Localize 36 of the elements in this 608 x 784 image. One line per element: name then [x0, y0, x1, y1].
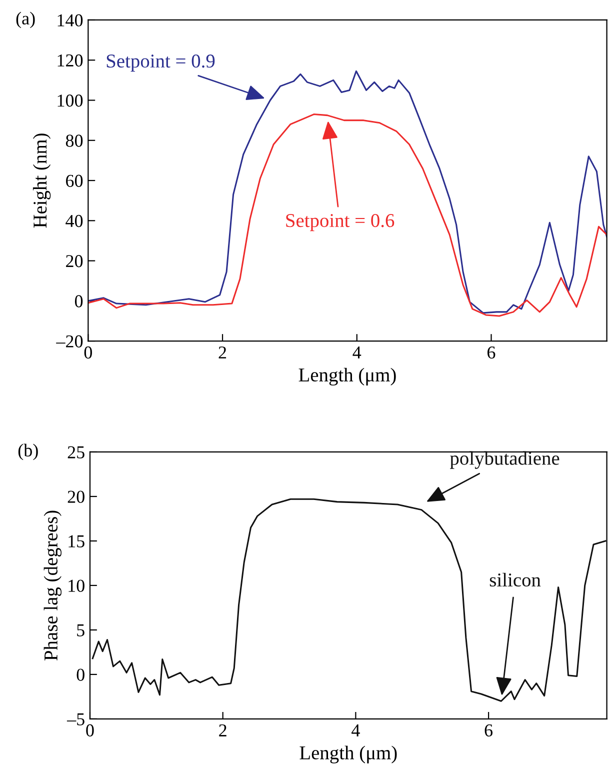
- chart-title: (a): [16, 12, 35, 28]
- y-tick-label: 5: [77, 624, 84, 636]
- x-tick-label: 4: [352, 724, 360, 736]
- y-tick-label: 40: [66, 214, 83, 228]
- y-tick-label: 120: [58, 54, 83, 67]
- y-axis-title: Height (nm): [32, 134, 51, 228]
- x-tick-label: 4: [352, 346, 362, 358]
- y-tick-label: 20: [66, 255, 83, 268]
- line-series: [88, 70, 607, 314]
- line-series: [92, 498, 606, 702]
- y-tick-label: 25: [68, 446, 84, 458]
- x-tick-label: 6: [488, 346, 496, 359]
- annotation: silicon: [490, 572, 541, 587]
- y-tick-label: 80: [66, 134, 83, 147]
- y-tick-label: 0: [76, 668, 84, 681]
- line-series: [88, 114, 607, 317]
- y-tick-label: –5: [66, 713, 84, 726]
- x-axis-title: Length (μm): [298, 368, 396, 386]
- annotation: Setpoint = 0.9: [106, 54, 215, 72]
- y-tick-label: –20: [56, 335, 83, 348]
- y-tick-label: 15: [68, 535, 84, 548]
- y-tick-label: 140: [58, 14, 83, 26]
- x-axis-title: Length (μm): [300, 746, 397, 764]
- annotation: polybutadiene: [450, 451, 560, 469]
- x-tick-label: 2: [218, 346, 226, 358]
- y-tick-label: 10: [68, 580, 84, 592]
- chart-title: (b): [18, 444, 38, 460]
- x-tick-label: 6: [484, 724, 493, 736]
- y-tick-label: 60: [66, 174, 83, 187]
- x-tick-label: 0: [86, 724, 94, 736]
- annotation: Setpoint = 0.6: [286, 214, 394, 232]
- x-tick-label: 2: [219, 724, 226, 736]
- y-tick-label: 0: [74, 295, 83, 308]
- y-axis-title: Phase lag (degrees): [44, 510, 62, 660]
- y-tick-label: 20: [68, 490, 84, 503]
- y-tick-label: 100: [58, 94, 83, 107]
